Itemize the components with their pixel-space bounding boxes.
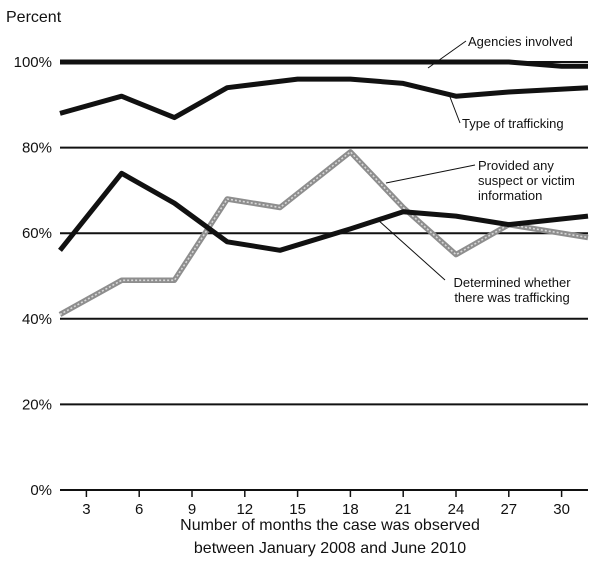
x-axis-title-line-2: between January 2008 and June 2010 <box>194 540 466 557</box>
x-tick-15: 15 <box>289 501 306 518</box>
x-tick-6: 6 <box>135 501 143 518</box>
y-tick-80: 80% <box>22 140 52 157</box>
x-tick-9: 9 <box>188 501 196 518</box>
x-tick-18: 18 <box>342 501 359 518</box>
x-tick-12: 12 <box>236 501 253 518</box>
series-line-inner-provided-any-suspect-or-victim-information <box>59 150 589 316</box>
annotation-type-of-trafficking-line-1: Type of trafficking <box>462 116 564 131</box>
x-tick-labels: 3 6 9 12 15 18 21 24 27 30 <box>82 490 570 518</box>
series-line-agencies-involved <box>60 59 588 69</box>
x-tick-24: 24 <box>448 501 465 518</box>
annotation-provided-any-suspect-or-victim-information-line-1: Provided any <box>478 158 554 173</box>
annotation-leader-agencies-involved <box>427 40 467 69</box>
y-tick-20: 20% <box>22 396 52 413</box>
series-line-determined-whether-there-was-trafficking <box>58 170 589 253</box>
series-line-type-of-trafficking <box>59 76 589 121</box>
y-tick-0: 0% <box>30 482 52 499</box>
annotation-determined-whether-there-was-trafficking-line-2: there was trafficking <box>454 290 569 305</box>
annotation-leader-provided-any-suspect-or-victim-information <box>385 164 476 184</box>
y-tick-40: 40% <box>22 311 52 328</box>
y-axis-title: Percent <box>6 9 62 26</box>
x-tick-3: 3 <box>82 501 90 518</box>
annotation-determined-whether-there-was-trafficking-line-1: Determined whether <box>453 275 571 290</box>
x-tick-21: 21 <box>395 501 412 518</box>
y-tick-60: 60% <box>22 225 52 242</box>
series-lines <box>58 59 589 317</box>
annotation-agencies-involved-line-1: Agencies involved <box>468 34 573 49</box>
annotation-provided-any-suspect-or-victim-information-line-2: suspect or victim <box>478 173 575 188</box>
x-tick-30: 30 <box>553 501 570 518</box>
y-tick-labels: 0% 20% 40% 60% 80% 100% <box>14 54 52 499</box>
x-tick-27: 27 <box>500 501 517 518</box>
x-axis-title-line-1: Number of months the case was observed <box>180 517 480 534</box>
annotation-leader-determined-whether-there-was-trafficking <box>377 219 446 281</box>
y-tick-100: 100% <box>14 54 52 71</box>
annotation-leader-type-of-trafficking <box>449 96 461 124</box>
annotation-provided-any-suspect-or-victim-information-line-3: information <box>478 188 542 203</box>
series-annotations: Agencies involved Type of trafficking Prov… <box>377 34 575 305</box>
